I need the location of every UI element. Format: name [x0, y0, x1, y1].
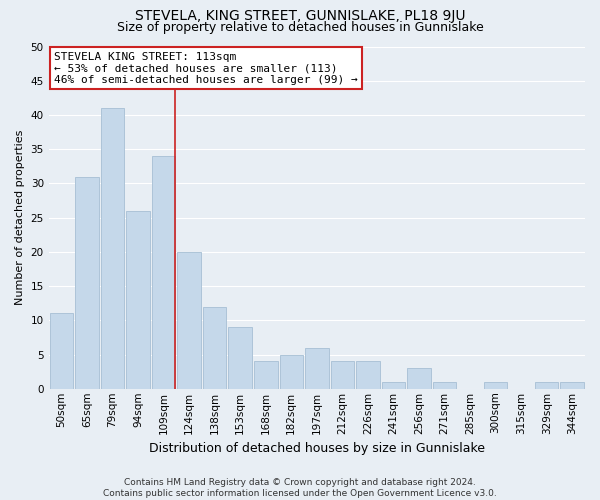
Bar — [127, 211, 150, 389]
Text: Contains HM Land Registry data © Crown copyright and database right 2024.
Contai: Contains HM Land Registry data © Crown c… — [103, 478, 497, 498]
Bar — [280, 354, 303, 389]
Bar — [254, 362, 278, 389]
Bar — [382, 382, 405, 389]
Bar — [356, 362, 380, 389]
Bar — [75, 176, 99, 389]
X-axis label: Distribution of detached houses by size in Gunnislake: Distribution of detached houses by size … — [149, 442, 485, 455]
Bar — [305, 348, 329, 389]
Bar — [101, 108, 124, 389]
Bar — [203, 306, 226, 389]
Bar — [229, 327, 252, 389]
Bar — [152, 156, 175, 389]
Text: STEVELA, KING STREET, GUNNISLAKE, PL18 9JU: STEVELA, KING STREET, GUNNISLAKE, PL18 9… — [135, 9, 465, 23]
Bar — [484, 382, 508, 389]
Text: Size of property relative to detached houses in Gunnislake: Size of property relative to detached ho… — [116, 21, 484, 34]
Bar — [178, 252, 201, 389]
Text: STEVELA KING STREET: 113sqm
← 53% of detached houses are smaller (113)
46% of se: STEVELA KING STREET: 113sqm ← 53% of det… — [54, 52, 358, 85]
Bar — [407, 368, 431, 389]
Bar — [50, 314, 73, 389]
Bar — [535, 382, 559, 389]
Bar — [433, 382, 456, 389]
Bar — [331, 362, 354, 389]
Y-axis label: Number of detached properties: Number of detached properties — [15, 130, 25, 306]
Bar — [560, 382, 584, 389]
